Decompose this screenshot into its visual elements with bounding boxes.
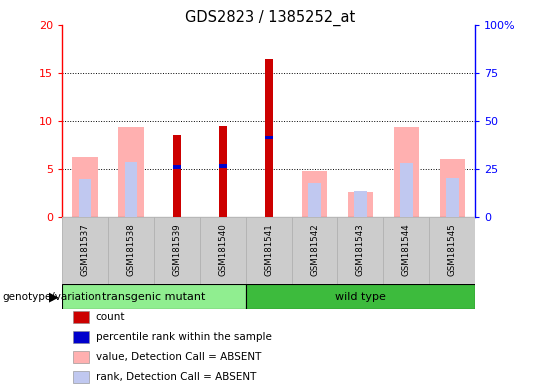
Text: GSM181543: GSM181543 [356, 223, 365, 276]
Bar [246, 217, 292, 284]
Text: GSM181542: GSM181542 [310, 223, 319, 276]
Bar [200, 217, 246, 284]
Bar [246, 284, 475, 309]
Bar [429, 217, 475, 284]
Bar [62, 217, 108, 284]
Text: GSM181540: GSM181540 [218, 223, 227, 276]
Text: GSM181544: GSM181544 [402, 223, 411, 276]
Bar [173, 166, 181, 169]
Text: GSM181545: GSM181545 [448, 223, 457, 276]
Bar [118, 127, 144, 217]
Bar [348, 192, 373, 217]
Bar [62, 284, 246, 309]
Bar [219, 164, 227, 168]
Text: GSM181539: GSM181539 [172, 223, 181, 276]
Bar [383, 217, 429, 284]
Bar [400, 163, 413, 217]
Bar [265, 59, 273, 217]
Text: GSM181538: GSM181538 [126, 223, 136, 276]
Bar [219, 126, 227, 217]
Bar [354, 191, 367, 217]
Bar [108, 217, 154, 284]
Bar [79, 179, 91, 217]
Bar [265, 136, 273, 139]
Text: GSM181541: GSM181541 [264, 223, 273, 276]
Text: genotype/variation: genotype/variation [3, 291, 102, 302]
Text: ▶: ▶ [49, 290, 58, 303]
Text: count: count [96, 312, 125, 322]
Text: GSM181537: GSM181537 [80, 223, 90, 276]
Bar [302, 171, 327, 217]
Text: value, Detection Call = ABSENT: value, Detection Call = ABSENT [96, 352, 261, 362]
Bar [292, 217, 338, 284]
Text: GDS2823 / 1385252_at: GDS2823 / 1385252_at [185, 10, 355, 26]
Bar [338, 217, 383, 284]
Bar [125, 162, 137, 217]
Bar [308, 184, 321, 217]
Bar [72, 157, 98, 217]
Bar [446, 178, 458, 217]
Bar [440, 159, 465, 217]
Text: transgenic mutant: transgenic mutant [102, 291, 206, 302]
Text: wild type: wild type [335, 291, 386, 302]
Bar [394, 127, 419, 217]
Bar [173, 136, 181, 217]
Text: rank, Detection Call = ABSENT: rank, Detection Call = ABSENT [96, 372, 256, 382]
Text: percentile rank within the sample: percentile rank within the sample [96, 332, 272, 342]
Bar [154, 217, 200, 284]
